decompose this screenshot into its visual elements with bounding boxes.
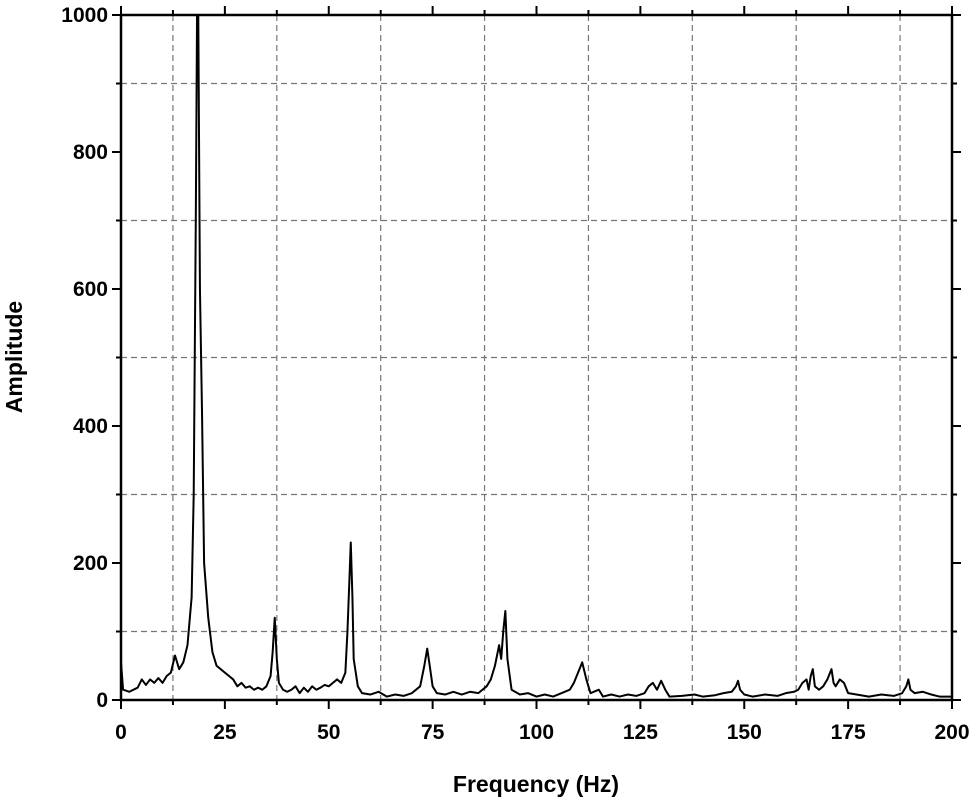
y-tick-label: 1000: [61, 4, 108, 27]
x-tick-label: 100: [519, 721, 554, 744]
y-tick-label: 200: [73, 552, 108, 575]
y-axis-title: Amplitude: [1, 301, 27, 413]
x-tick-label: 75: [421, 721, 445, 744]
y-tick-label: 400: [73, 415, 108, 438]
plot-frame: [119, 13, 954, 702]
spectrum-line: [120, 14, 952, 698]
x-tick-label: 125: [623, 721, 658, 744]
x-axis-title: Frequency (Hz): [453, 771, 619, 797]
x-tick-label: 0: [115, 721, 127, 744]
x-tick-label: 150: [727, 721, 762, 744]
y-tick-label: 600: [73, 278, 108, 301]
x-tick-label: 25: [213, 721, 237, 744]
x-tick-label: 175: [831, 721, 866, 744]
y-tick-label: 0: [96, 689, 108, 712]
x-tick-label: 200: [934, 721, 969, 744]
y-tick-label: 800: [73, 141, 108, 164]
x-tick-label: 50: [317, 721, 340, 744]
